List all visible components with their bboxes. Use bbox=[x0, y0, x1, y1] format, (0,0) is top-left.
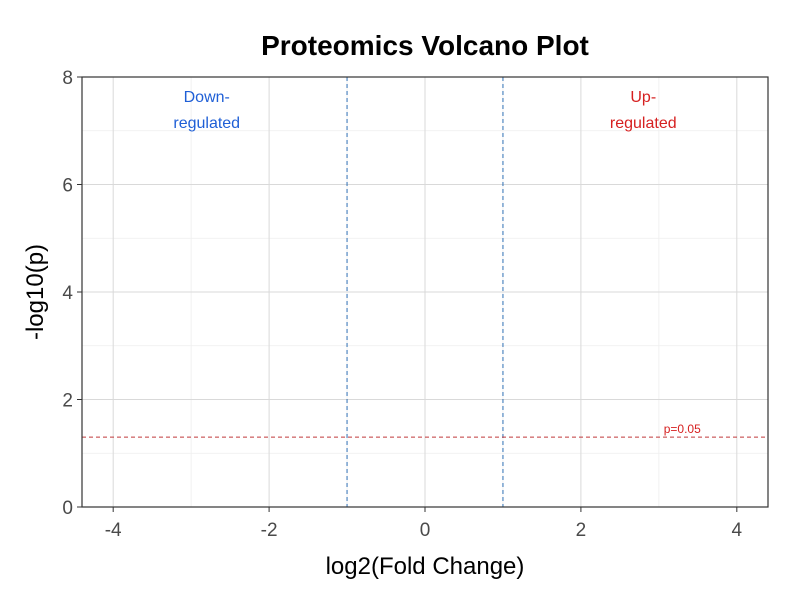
p-value-threshold-label: p=0.05 bbox=[664, 422, 701, 436]
chart-title: Proteomics Volcano Plot bbox=[261, 30, 589, 61]
x-tick-label: 4 bbox=[732, 520, 743, 541]
x-tick-label: 2 bbox=[576, 520, 587, 541]
y-tick-label: 2 bbox=[62, 391, 73, 412]
x-tick-label: 0 bbox=[420, 520, 431, 541]
axis-layer: -4 -2 0 2 4 0 2 4 6 8 bbox=[62, 68, 742, 541]
down-regulated-annotation-line1: Down- bbox=[184, 89, 230, 106]
threshold-layer: p=0.05 bbox=[82, 77, 768, 507]
y-axis-title: -log10(p) bbox=[22, 244, 49, 340]
y-tick-label: 6 bbox=[62, 176, 73, 197]
y-tick-label: 0 bbox=[62, 498, 73, 519]
annotation-layer: Down-regulated Up-regulated bbox=[173, 89, 676, 132]
x-tick-label: -2 bbox=[261, 520, 278, 541]
x-axis-title: log2(Fold Change) bbox=[326, 553, 525, 580]
y-tick-label: 8 bbox=[62, 68, 73, 89]
down-regulated-annotation-line2: regulated bbox=[173, 115, 240, 132]
up-regulated-annotation-line1: Up- bbox=[630, 89, 656, 106]
grid-layer bbox=[82, 76, 768, 508]
x-tick-label: -4 bbox=[105, 520, 122, 541]
up-regulated-annotation-line2: regulated bbox=[610, 115, 677, 132]
y-tick-label: 4 bbox=[62, 283, 73, 304]
